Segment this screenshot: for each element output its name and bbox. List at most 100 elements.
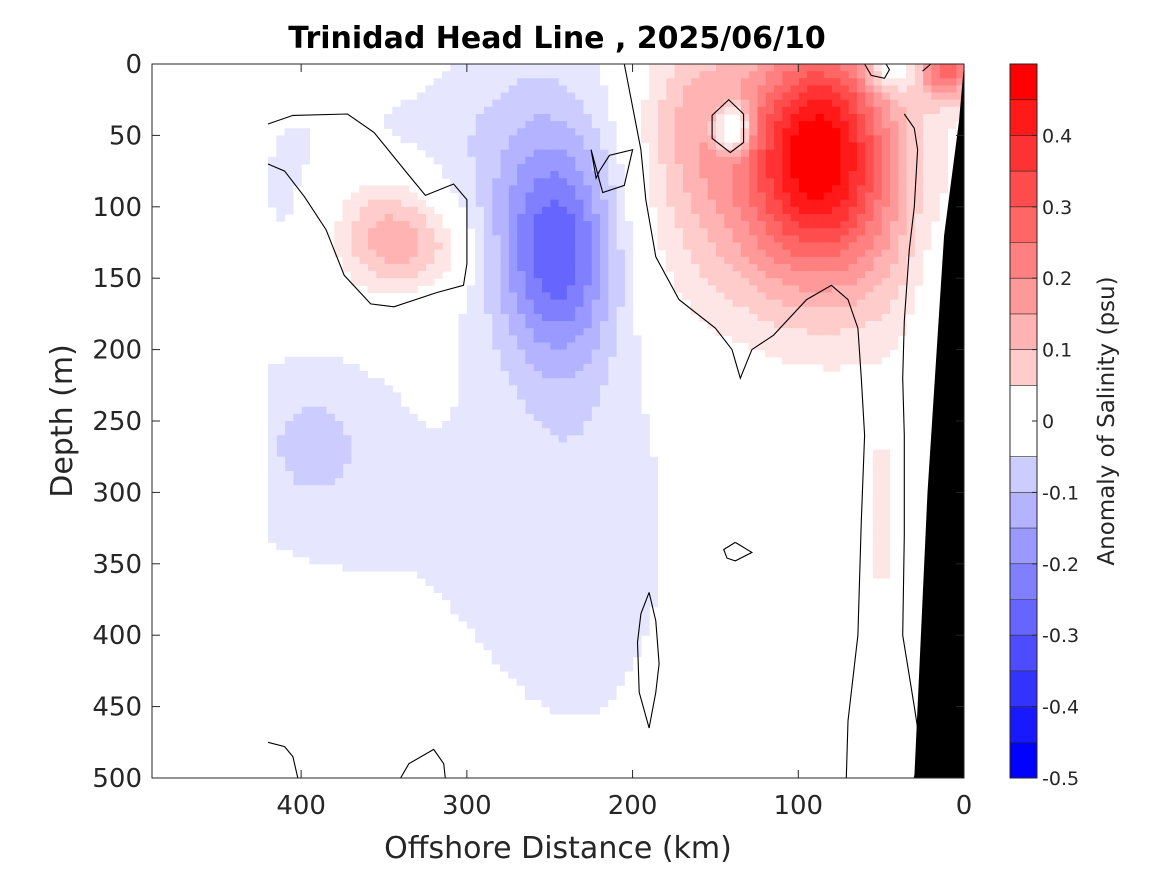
field-cell bbox=[574, 135, 584, 144]
field-cell bbox=[632, 413, 642, 422]
field-cell bbox=[466, 206, 476, 215]
field-cell bbox=[781, 299, 791, 308]
field-cell bbox=[558, 613, 567, 622]
field-cell bbox=[458, 556, 468, 565]
field-cell bbox=[442, 121, 451, 129]
field-cell bbox=[350, 492, 360, 501]
field-cell bbox=[350, 428, 360, 436]
field-cell bbox=[466, 121, 476, 129]
field-cell bbox=[690, 221, 700, 229]
field-cell bbox=[939, 113, 949, 122]
field-cell bbox=[914, 78, 924, 87]
field-cell bbox=[698, 113, 708, 122]
field-cell bbox=[798, 121, 808, 129]
field-cell bbox=[301, 528, 311, 536]
field-cell bbox=[765, 121, 775, 129]
field-cell bbox=[872, 299, 882, 308]
field-cell bbox=[541, 485, 551, 493]
field-cell bbox=[417, 278, 427, 286]
field-cell bbox=[475, 71, 485, 79]
field-cell bbox=[491, 342, 501, 351]
field-cell bbox=[483, 478, 493, 486]
field-cell bbox=[400, 213, 410, 222]
field-cell bbox=[574, 313, 584, 322]
field-cell bbox=[549, 542, 559, 551]
field-cell bbox=[922, 135, 932, 144]
field-cell bbox=[359, 371, 369, 379]
field-cell bbox=[384, 456, 393, 465]
field-cell bbox=[392, 128, 402, 136]
field-cell bbox=[566, 356, 576, 365]
field-cell bbox=[516, 221, 526, 229]
field-cell bbox=[698, 278, 708, 286]
field-cell bbox=[458, 356, 468, 365]
field-cell bbox=[939, 92, 949, 101]
field-cell bbox=[309, 413, 319, 422]
field-cell bbox=[690, 199, 700, 208]
field-cell bbox=[657, 113, 667, 122]
field-cell bbox=[541, 406, 551, 415]
field-cell bbox=[558, 542, 567, 551]
field-cell bbox=[624, 406, 634, 415]
field-cell bbox=[582, 285, 592, 294]
field-cell bbox=[466, 399, 476, 408]
field-cell bbox=[881, 135, 891, 144]
field-cell bbox=[591, 185, 601, 194]
field-cell bbox=[334, 520, 344, 529]
field-cell bbox=[541, 506, 551, 515]
field-cell bbox=[284, 178, 294, 186]
field-cell bbox=[558, 635, 567, 643]
field-cell bbox=[591, 620, 601, 629]
field-cell bbox=[616, 620, 625, 629]
field-cell bbox=[781, 135, 791, 144]
colorbar-cell bbox=[1010, 528, 1037, 565]
field-cell bbox=[756, 199, 766, 208]
field-cell bbox=[607, 413, 617, 422]
field-cell bbox=[574, 456, 584, 465]
field-cell bbox=[889, 335, 899, 344]
field-cell bbox=[425, 492, 435, 501]
field-cell bbox=[790, 321, 799, 329]
field-cell bbox=[682, 135, 692, 144]
field-cell bbox=[508, 613, 518, 622]
field-cell bbox=[599, 692, 609, 701]
field-cell bbox=[566, 435, 576, 444]
field-cell bbox=[433, 242, 443, 251]
field-cell bbox=[582, 306, 592, 315]
field-cell bbox=[475, 128, 485, 136]
field-cell bbox=[599, 271, 609, 279]
field-cell bbox=[624, 499, 634, 508]
field-cell bbox=[591, 663, 601, 672]
field-cell bbox=[682, 156, 692, 165]
field-cell bbox=[591, 413, 601, 422]
field-cell bbox=[566, 228, 576, 236]
field-cell bbox=[640, 470, 650, 479]
field-cell bbox=[425, 271, 435, 279]
field-cell bbox=[450, 549, 460, 558]
field-cell bbox=[881, 156, 891, 165]
field-cell bbox=[823, 199, 833, 208]
field-cell bbox=[400, 506, 410, 515]
field-cell bbox=[533, 156, 543, 165]
field-cell bbox=[740, 171, 750, 179]
field-cell bbox=[301, 128, 311, 136]
field-cell bbox=[698, 206, 708, 215]
field-cell bbox=[425, 113, 435, 122]
field-cell bbox=[732, 142, 741, 151]
field-cell bbox=[806, 292, 816, 301]
field-cell bbox=[814, 313, 824, 322]
field-cell bbox=[516, 371, 526, 379]
field-cell bbox=[367, 271, 377, 279]
field-cell bbox=[491, 321, 501, 329]
field-cell bbox=[442, 470, 451, 479]
field-cell bbox=[524, 185, 534, 194]
field-cell bbox=[367, 206, 377, 215]
field-cell bbox=[748, 321, 758, 329]
field-cell bbox=[558, 356, 567, 365]
field-cell bbox=[906, 128, 915, 136]
field-cell bbox=[367, 492, 377, 501]
field-cell bbox=[715, 163, 725, 172]
field-cell bbox=[914, 221, 924, 229]
field-cell bbox=[682, 206, 692, 215]
field-cell bbox=[881, 206, 891, 215]
